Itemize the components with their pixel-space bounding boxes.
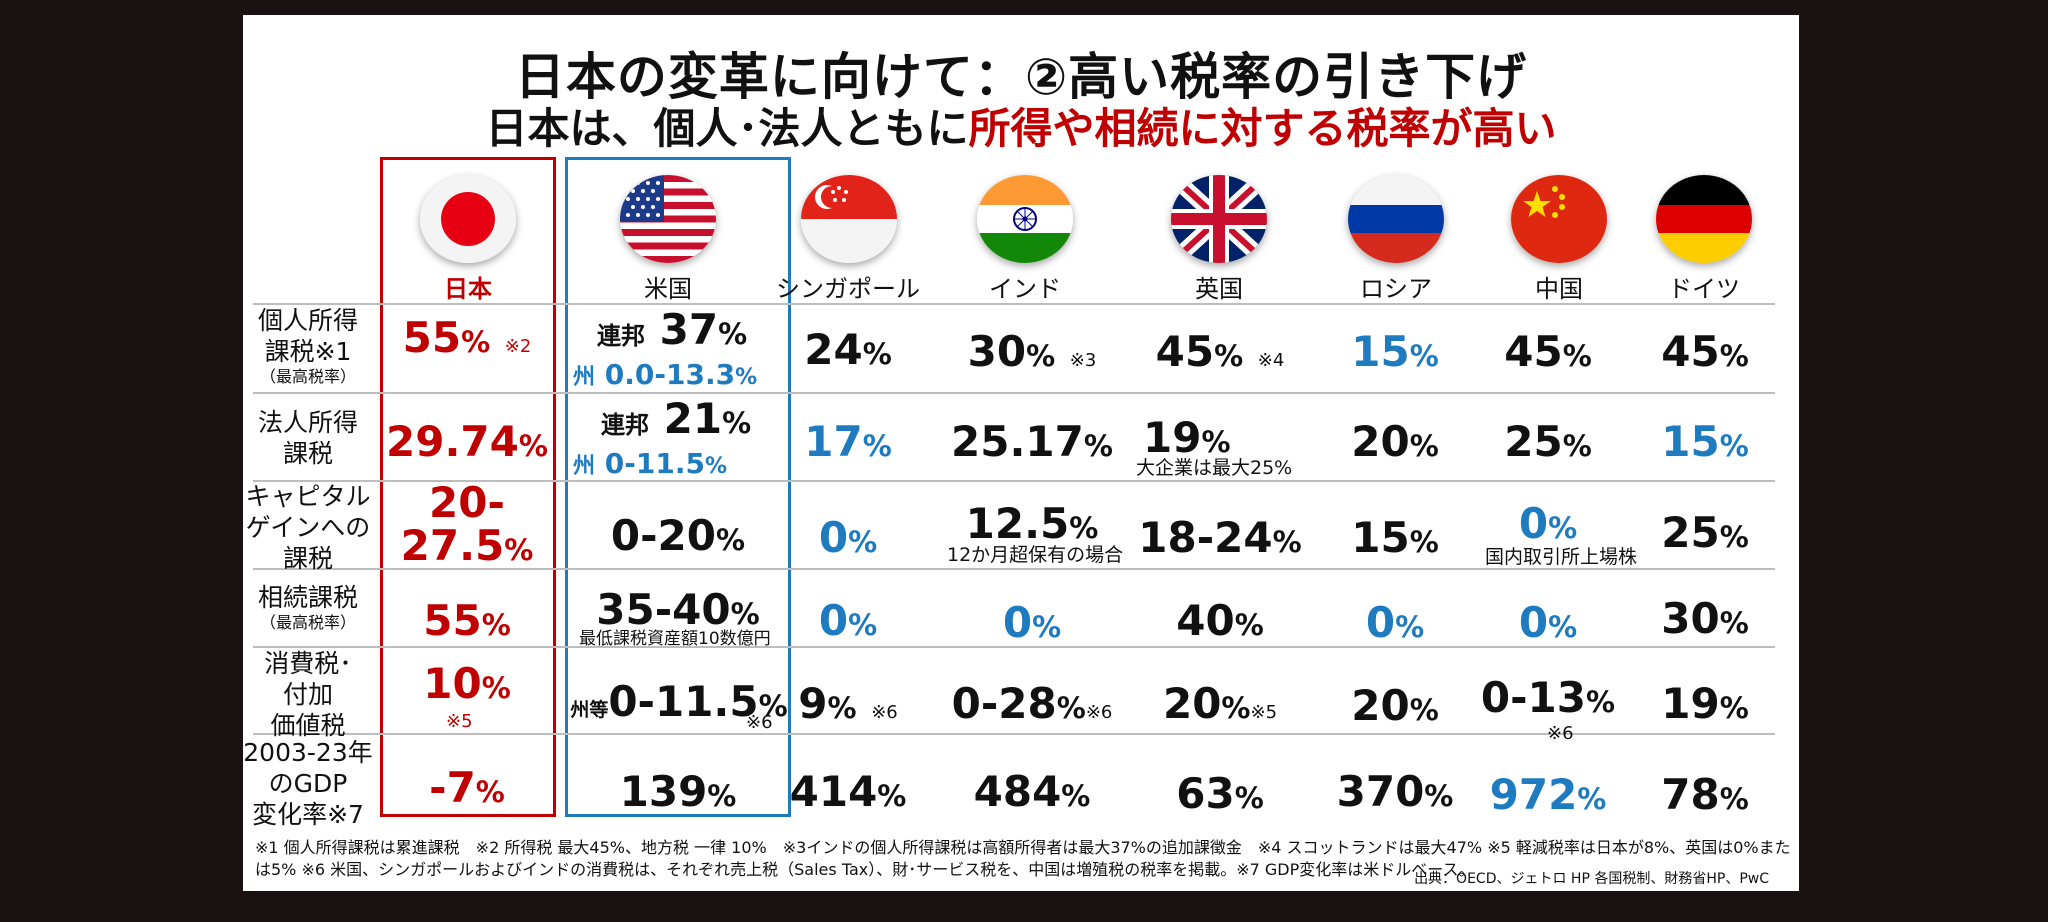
cell-gdp-germany: 78% [1661, 770, 1749, 819]
row-divider [253, 392, 1775, 394]
cell-consumption-japan: 10% [423, 659, 511, 708]
cell-corporate-russia: 20% [1351, 417, 1439, 466]
cell-corporate-us: 連邦 21% 州 0-11.5% [573, 394, 752, 480]
cell-personal-income-singapore: 24% [804, 325, 892, 374]
cell-personal-income-india: 30% ※3 [967, 327, 1097, 376]
note-japan-mark5: ※5 [446, 711, 473, 732]
cell-consumption-russia: 20% [1351, 681, 1439, 730]
cell-inheritance-germany: 30% [1661, 594, 1749, 643]
cell-capital-gains-india: 12.5% [965, 499, 1099, 548]
country-name-germany: ドイツ [1668, 275, 1740, 303]
row-label-gdp-change: 2003-23年 のGDP 変化率※7 [243, 738, 373, 829]
note-china-mark6: ※6 [1547, 723, 1574, 744]
cell-corporate-japan: 29.74% [386, 417, 548, 466]
row-label-capital-gains-tax: キャピタル ゲインへの 課税 [245, 482, 371, 573]
note-us-mark6: ※6 [746, 712, 773, 733]
country-name-us: 米国 [644, 275, 692, 303]
row-label-consumption-tax: 消費税･ 付加 価値税 [264, 649, 352, 740]
row-divider [253, 646, 1775, 648]
country-name-uk: 英国 [1195, 275, 1243, 303]
cell-corporate-uk: 19% [1143, 413, 1231, 462]
cell-corporate-singapore: 17% [804, 417, 892, 466]
cell-gdp-japan: -7% [429, 763, 505, 812]
cell-gdp-us: 139% [619, 767, 737, 816]
page-subtitle: 日本は、個人･法人ともに所得や相続に対する税率が高い [243, 95, 1799, 156]
row-divider [253, 733, 1775, 735]
cell-personal-income-japan: 55% ※2 [402, 313, 532, 362]
country-name-japan: 日本 [444, 275, 492, 303]
cell-consumption-singapore: 9% ※6 [798, 679, 898, 728]
cell-gdp-china: 972% [1489, 770, 1607, 819]
japan-highlight-box [380, 157, 556, 817]
china-flag-icon [1511, 175, 1607, 263]
cell-consumption-india: 0-28%※6 [951, 679, 1113, 728]
cell-capital-gains-singapore: 0% [818, 513, 878, 562]
singapore-flag-icon [801, 175, 897, 263]
cell-inheritance-japan: 55% [423, 596, 511, 645]
cell-inheritance-russia: 0% [1365, 598, 1425, 647]
footnotes: ※1 個人所得課税は累進課税 ※2 所得税 最大45%、地方税 一律 10% ※… [255, 838, 1791, 879]
cell-consumption-us: 州等0-11.5% [570, 677, 788, 726]
note-uk-large-companies: 大企業は最大25% [1136, 457, 1293, 479]
country-name-india: インド [989, 275, 1061, 303]
cell-gdp-uk: 63% [1176, 769, 1264, 818]
country-name-singapore: シンガポール [776, 275, 920, 303]
cell-consumption-uk: 20%※5 [1162, 679, 1278, 728]
cell-capital-gains-germany: 25% [1661, 508, 1749, 557]
page-title: 日本の変革に向けて：②高い税率の引き下げ [514, 48, 1528, 106]
subtitle-highlight: 所得や相続に対する税率が高い [968, 104, 1557, 153]
country-name-china: 中国 [1535, 275, 1583, 303]
uk-flag-icon [1171, 175, 1267, 263]
subtitle-prefix: 日本は、個人･法人ともに [485, 104, 969, 153]
row-divider [253, 303, 1775, 305]
cell-gdp-russia: 370% [1336, 767, 1454, 816]
cell-personal-income-us: 連邦 37% 州 0.0-13.3% [573, 305, 758, 391]
cell-inheritance-china: 0% [1518, 598, 1578, 647]
cell-corporate-china: 25% [1504, 417, 1592, 466]
cell-capital-gains-us: 0-20% [610, 511, 746, 560]
note-china-listed-stocks: 国内取引所上場株 [1485, 546, 1638, 568]
cell-corporate-germany: 15% [1661, 417, 1749, 466]
source-citation: 出典：OECD、ジェトロ HP 各国税制、財務省HP、PwC [1414, 871, 1769, 887]
cell-inheritance-singapore: 0% [818, 596, 878, 645]
cell-gdp-singapore: 414% [789, 767, 907, 816]
row-label-corporate-tax: 法人所得 課税 [257, 408, 358, 468]
cell-consumption-germany: 19% [1661, 679, 1749, 728]
cell-gdp-india: 484% [973, 767, 1091, 816]
cell-inheritance-uk: 40% [1176, 596, 1264, 645]
cell-personal-income-uk: 45% ※4 [1155, 327, 1285, 376]
us-highlight-box [565, 157, 791, 817]
cell-capital-gains-uk: 18-24% [1138, 513, 1302, 562]
country-name-russia: ロシア [1360, 275, 1432, 303]
cell-personal-income-china: 45% [1504, 327, 1592, 376]
slide: 日本の変革に向けて：②高い税率の引き下げ 日本は、個人･法人ともに所得や相続に対… [243, 15, 1799, 891]
cell-personal-income-russia: 15% [1351, 327, 1439, 376]
row-label-personal-income-tax: 個人所得 課税※1 （最高税率） [257, 306, 358, 386]
cell-consumption-china: 0-13% [1480, 673, 1616, 722]
cell-capital-gains-china: 0% [1518, 499, 1578, 548]
germany-flag-icon [1656, 175, 1752, 263]
india-flag-icon [977, 175, 1073, 263]
note-india-holding-period: 12か月超保有の場合 [947, 544, 1124, 566]
us-flag-icon [620, 175, 716, 263]
cell-inheritance-india: 0% [1002, 598, 1062, 647]
note-us-minimum-taxable-assets: 最低課税資産額10数億円 [579, 629, 771, 649]
row-label-inheritance-tax: 相続課税 （最高税率） [257, 583, 358, 632]
japan-flag-icon [420, 175, 516, 263]
cell-capital-gains-japan: 20- 27.5% [400, 478, 534, 570]
row-divider [253, 480, 1775, 482]
cell-corporate-india: 25.17% [951, 417, 1113, 466]
cell-inheritance-us: 35-40% [596, 585, 760, 634]
row-divider [253, 568, 1775, 570]
cell-capital-gains-russia: 15% [1351, 513, 1439, 562]
cell-personal-income-germany: 45% [1661, 327, 1749, 376]
russia-flag-icon [1348, 175, 1444, 263]
